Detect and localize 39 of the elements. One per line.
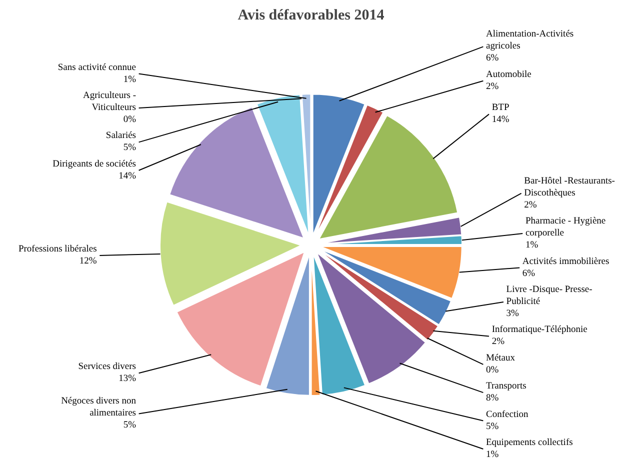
slice-label: Sans activité connue (58, 62, 136, 73)
slice-label: Livre -Disque- Presse-Publicité (506, 284, 592, 307)
data-label: 3% (506, 308, 520, 319)
text: 0% (123, 114, 136, 125)
slice-label: Confection (486, 410, 528, 420)
slice-label: Equipements collectifs (486, 438, 574, 448)
data-label: 14% (118, 171, 136, 182)
slice-label: Bar-Hôtel -Restaurants-Discothèques (524, 176, 615, 198)
slice-label: Salariés (106, 131, 136, 142)
data-label: 5% (123, 420, 136, 431)
data-label: 14% (492, 115, 510, 126)
data-label: 12% (79, 256, 97, 267)
data-label: 8% (486, 394, 499, 404)
slice-label: Alimentation-Activités agricoles (486, 30, 574, 52)
slice-label: Pharmacie - Hygiène corporelle (525, 216, 606, 239)
slice-label: Professions libérales (18, 244, 98, 255)
data-label: 5% (486, 422, 499, 432)
data-label: 6% (522, 268, 536, 279)
slice-label: Services divers (78, 362, 136, 372)
slice-label: Transports (486, 382, 527, 392)
data-label: 6% (486, 54, 499, 64)
data-label: 1% (123, 74, 136, 85)
category-label: Agriculteurs - Viticulteurs (82, 90, 136, 113)
data-label: 1% (525, 240, 538, 251)
slice-label: Informatique-Téléphonie (492, 325, 588, 336)
data-label: 2% (486, 82, 499, 92)
text: 0% (486, 365, 499, 376)
slice-label: Dirigeants de sociétés (52, 159, 136, 170)
chart-title: Avis défavorables 2014 (238, 8, 385, 24)
data-label: 2% (492, 337, 505, 348)
data-label: 2% (524, 200, 537, 210)
data-label: 13% (118, 374, 136, 384)
slice-label: Automobile (486, 70, 532, 80)
data-label: 5% (123, 143, 136, 154)
data-label: 1% (486, 450, 499, 460)
slice-label: BTP (492, 103, 510, 114)
category-label: Métaux (486, 353, 516, 364)
slice-label: Activités immobilières (522, 256, 610, 267)
slice-label: Négoces divers non alimentaires (61, 396, 136, 419)
